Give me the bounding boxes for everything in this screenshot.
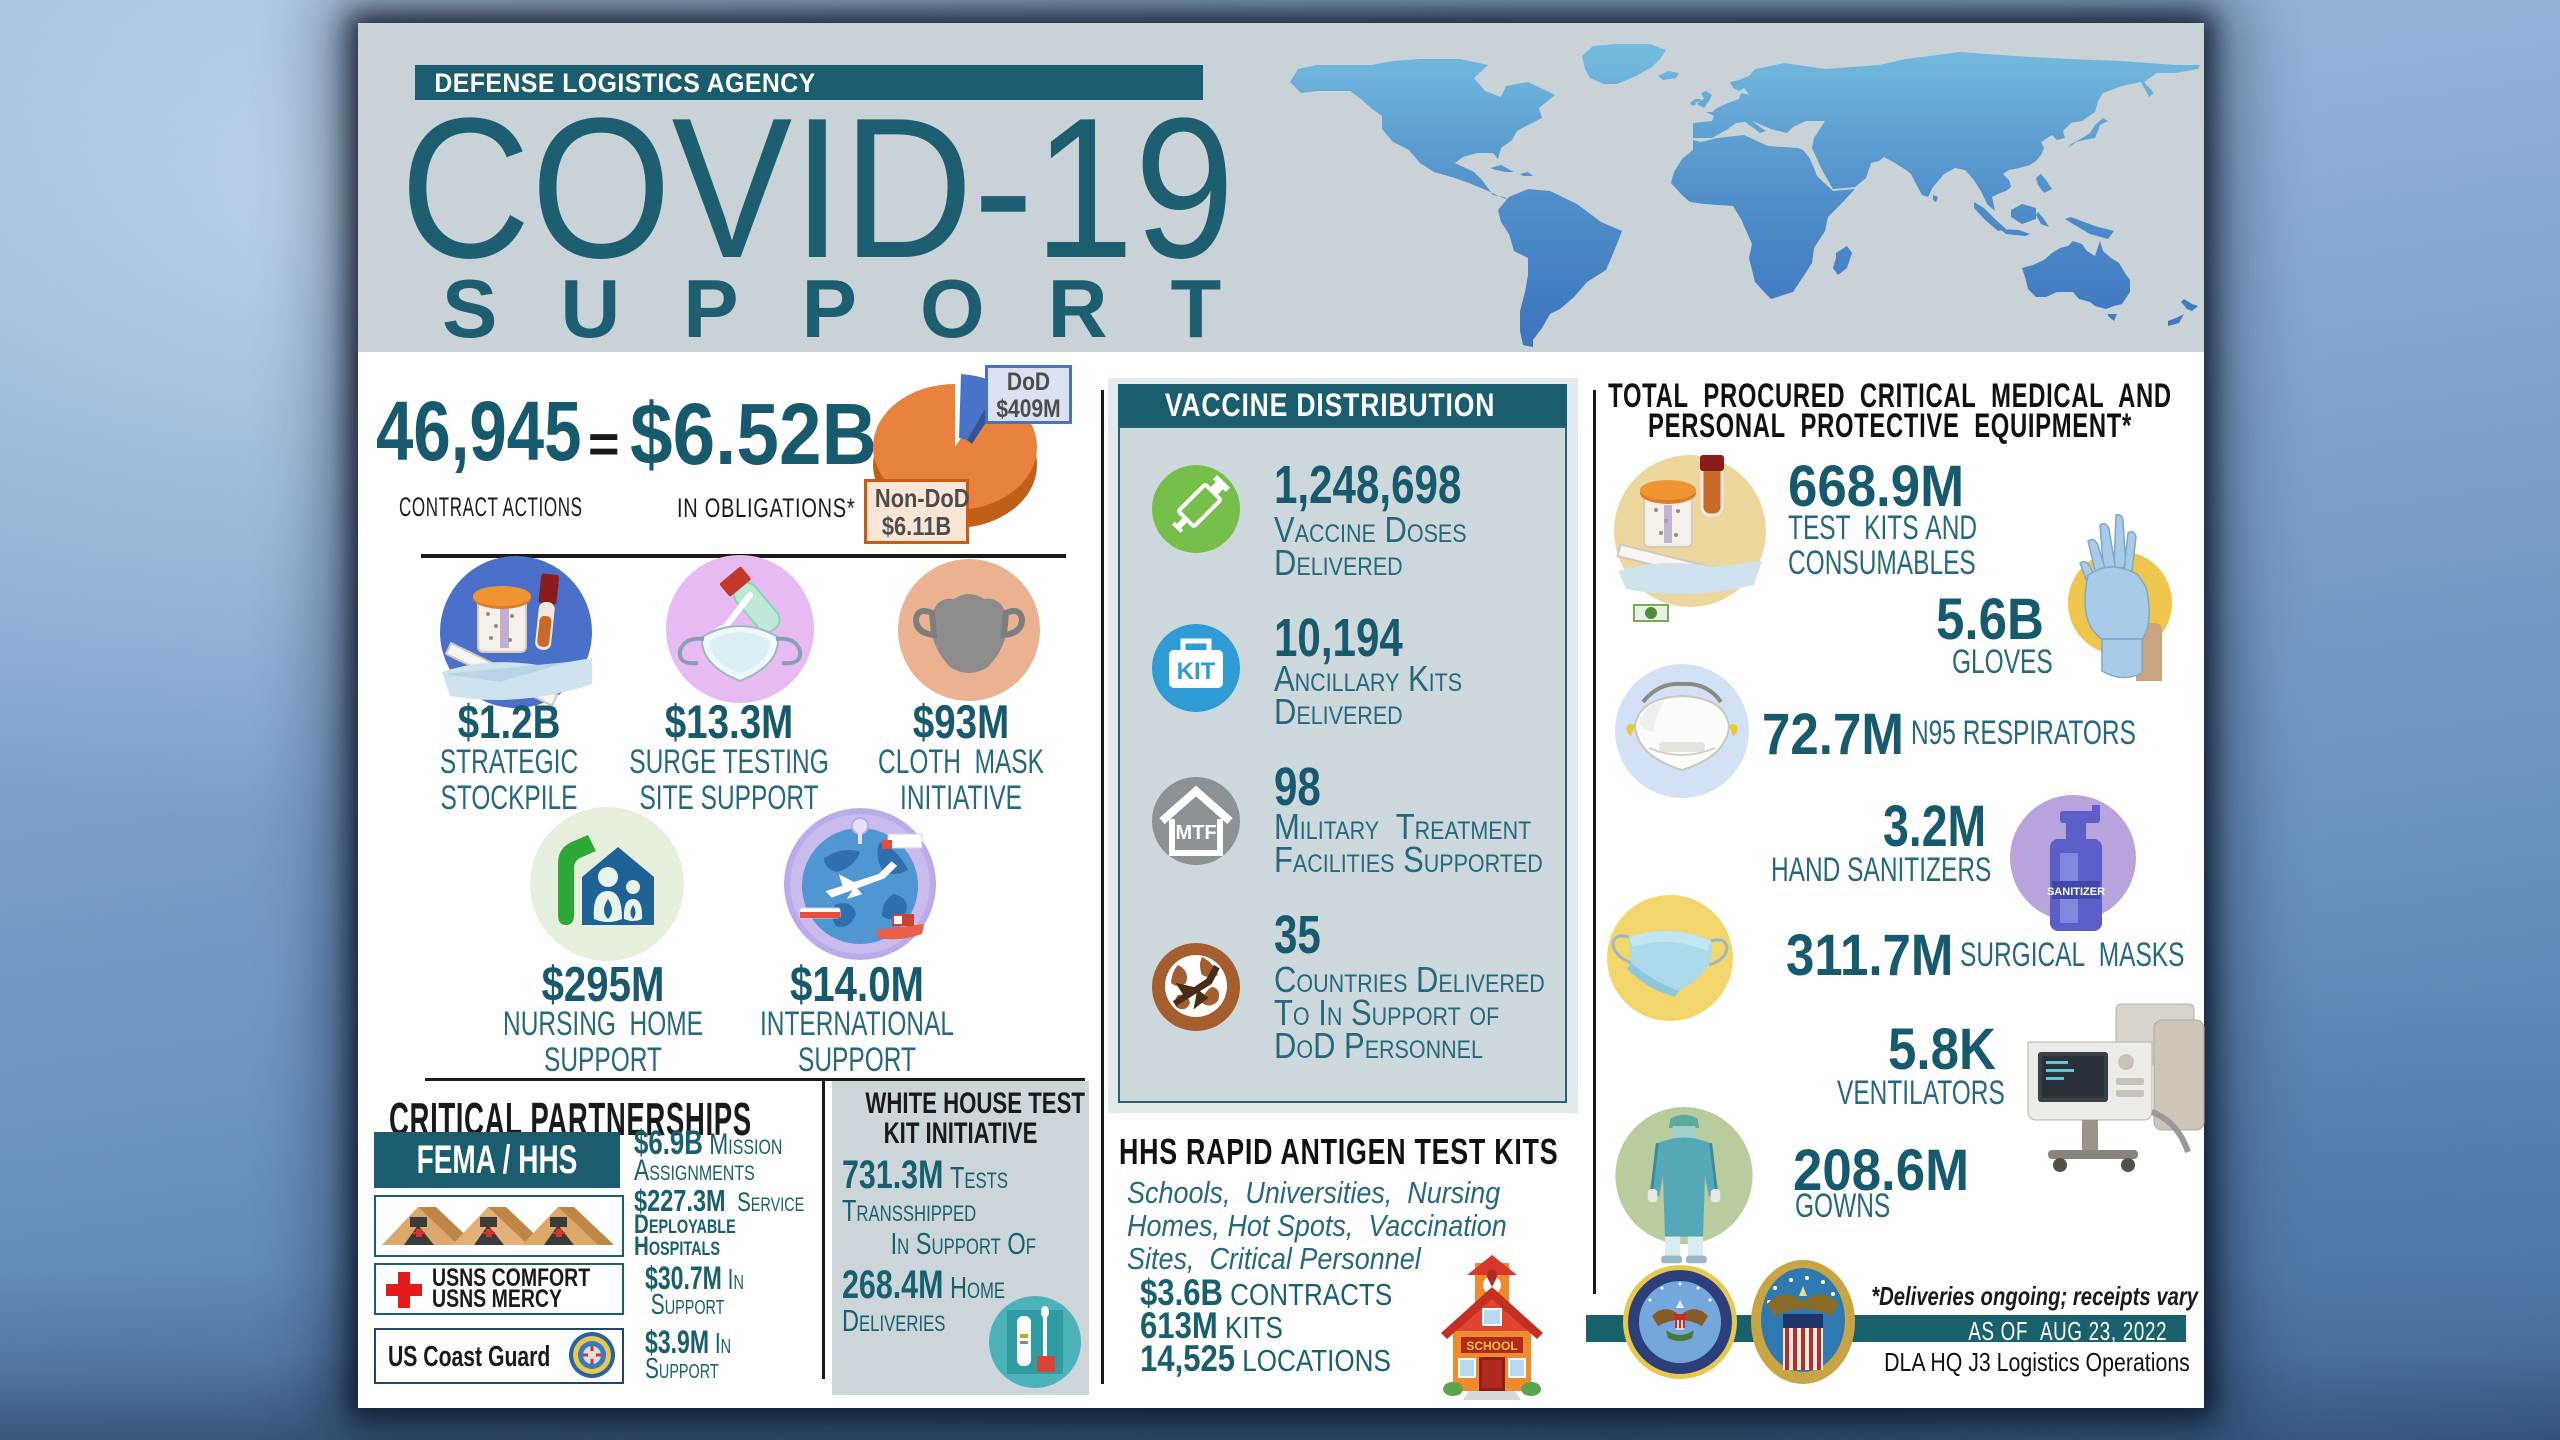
svg-text:MTF: MTF bbox=[1175, 822, 1216, 844]
svg-text:SANITIZER: SANITIZER bbox=[2047, 886, 2105, 898]
svg-text:SCHOOL: SCHOOL bbox=[1466, 1339, 1517, 1353]
svg-text:KIT: KIT bbox=[1177, 658, 1216, 685]
